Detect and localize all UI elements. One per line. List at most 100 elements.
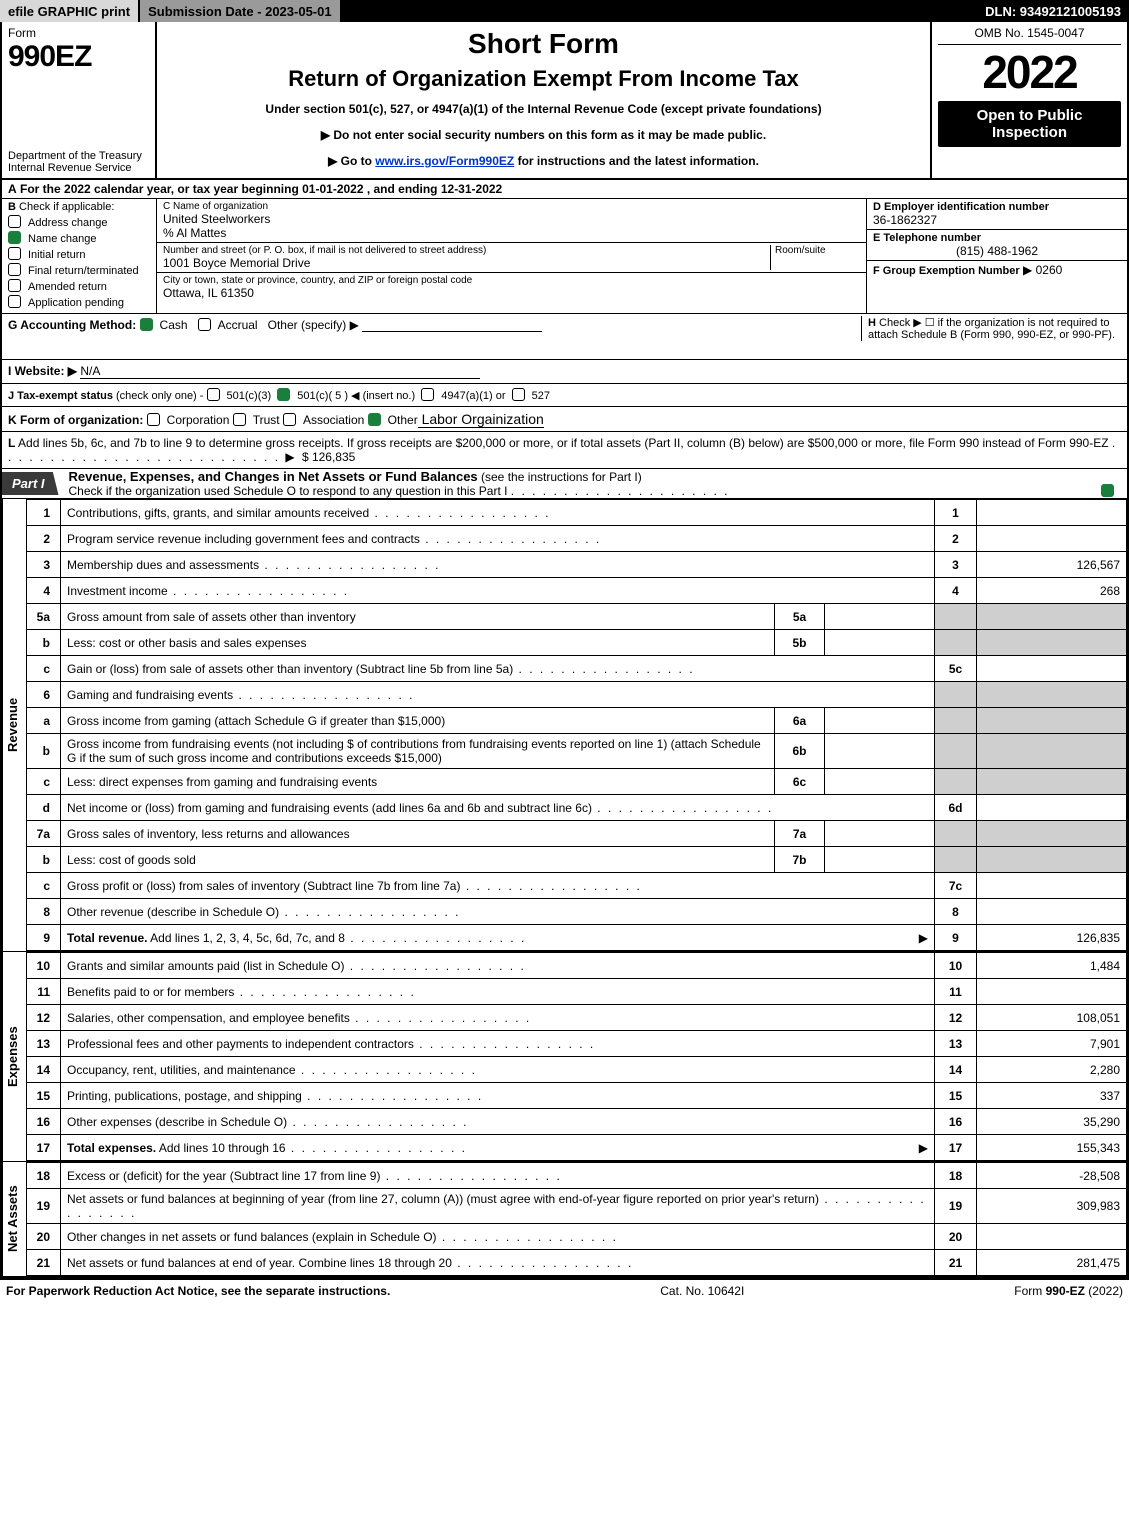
subline-value [825, 604, 935, 630]
line-value-shaded [977, 769, 1127, 795]
line-description: Excess or (deficit) for the year (Subtra… [61, 1163, 935, 1189]
subline-value [825, 769, 935, 795]
line-num: 4 [935, 578, 977, 604]
section-b-checkbox[interactable] [8, 265, 24, 277]
cash-label: Cash [160, 318, 188, 332]
line-description: Net assets or fund balances at end of ye… [61, 1250, 935, 1276]
line-number: 15 [27, 1083, 61, 1109]
section-b-checkbox[interactable] [8, 233, 24, 245]
subline-label: 6a [775, 708, 825, 734]
other-specify-label: Other (specify) ▶ [268, 318, 359, 332]
line-number: 16 [27, 1109, 61, 1135]
line-value [977, 526, 1127, 552]
4947-checkbox[interactable] [421, 390, 437, 402]
line-row: cGross profit or (loss) from sales of in… [27, 873, 1127, 899]
line-number: 8 [27, 899, 61, 925]
section-a: A For the 2022 calendar year, or tax yea… [2, 180, 1127, 199]
part1-schedule-o-checkbox[interactable] [1101, 484, 1117, 498]
line-num: 7c [935, 873, 977, 899]
line-row: 1Contributions, gifts, grants, and simil… [27, 500, 1127, 526]
line-num: 3 [935, 552, 977, 578]
line-value: -28,508 [977, 1163, 1127, 1189]
line-number: 13 [27, 1031, 61, 1057]
line-number: 19 [27, 1189, 61, 1224]
expenses-side-label: Expenses [2, 952, 26, 1161]
501c3-checkbox[interactable] [207, 390, 223, 402]
form-of-org-option: Association [303, 413, 364, 427]
form-of-org-checkbox[interactable] [147, 413, 163, 427]
open-to-public: Open to Public Inspection [938, 101, 1121, 147]
line-value: 126,835 [977, 925, 1127, 951]
line-row: 7aGross sales of inventory, less returns… [27, 821, 1127, 847]
expenses-table: 10Grants and similar amounts paid (list … [26, 952, 1127, 1161]
line-num-shaded [935, 734, 977, 769]
phone-label: E Telephone number [873, 232, 1121, 244]
line-number: 9 [27, 925, 61, 951]
section-a-text: For the 2022 calendar year, or tax year … [20, 182, 502, 196]
subline-value [825, 847, 935, 873]
website-label: I Website: ▶ [8, 364, 77, 378]
section-b-checkbox[interactable] [8, 281, 24, 293]
accrual-checkbox[interactable] [198, 318, 214, 332]
line-value: 268 [977, 578, 1127, 604]
subline-label: 6c [775, 769, 825, 795]
line-value [977, 656, 1127, 682]
line-number: 7a [27, 821, 61, 847]
line-number: b [27, 734, 61, 769]
phone-value: (815) 488-1962 [873, 244, 1121, 258]
line-row: aGross income from gaming (attach Schedu… [27, 708, 1127, 734]
goto-line: Go to www.irs.gov/Form990EZ for instruct… [167, 154, 920, 168]
section-b-checkbox[interactable] [8, 249, 24, 261]
line-number: 14 [27, 1057, 61, 1083]
part1-sub: Check if the organization used Schedule … [69, 484, 508, 498]
line-num: 16 [935, 1109, 977, 1135]
irs-link[interactable]: www.irs.gov/Form990EZ [375, 154, 514, 168]
line-description: Membership dues and assessments . . . . … [61, 552, 935, 578]
line-num-shaded [935, 708, 977, 734]
subline-value [825, 734, 935, 769]
line-number: 12 [27, 1005, 61, 1031]
form-of-org-checkbox[interactable] [233, 413, 249, 427]
501c-checkbox[interactable] [277, 390, 293, 402]
accounting-method-label: G Accounting Method: [8, 318, 136, 332]
accrual-label: Accrual [218, 318, 258, 332]
line-row: 14Occupancy, rent, utilities, and mainte… [27, 1057, 1127, 1083]
line-row: bLess: cost or other basis and sales exp… [27, 630, 1127, 656]
form-of-org-checkbox[interactable] [283, 413, 299, 427]
subline-label: 5a [775, 604, 825, 630]
line-number: d [27, 795, 61, 821]
line-description: Other expenses (describe in Schedule O) … [61, 1109, 935, 1135]
form-of-org-checkbox[interactable] [368, 413, 384, 427]
line-value-shaded [977, 734, 1127, 769]
group-exemption-label: F Group Exemption Number [873, 265, 1020, 277]
section-b-checkbox[interactable] [8, 297, 24, 309]
line-description: Gross income from fundraising events (no… [61, 734, 775, 769]
topbar-spacer [342, 0, 978, 22]
line-description: Other revenue (describe in Schedule O) .… [61, 899, 935, 925]
ssn-warning: Do not enter social security numbers on … [167, 128, 920, 142]
line-value: 337 [977, 1083, 1127, 1109]
other-specify-input[interactable] [362, 318, 542, 332]
city-state-zip: Ottawa, IL 61350 [163, 286, 860, 300]
line-row: 2Program service revenue including gover… [27, 526, 1127, 552]
line-value: 108,051 [977, 1005, 1127, 1031]
line-row: cGain or (loss) from sale of assets othe… [27, 656, 1127, 682]
header-right: OMB No. 1545-0047 2022 Open to Public In… [932, 22, 1127, 178]
line-description: Contributions, gifts, grants, and simila… [61, 500, 935, 526]
section-b-item-label: Final return/terminated [28, 265, 139, 277]
line-num-shaded [935, 630, 977, 656]
line-description: Gross profit or (loss) from sales of inv… [61, 873, 935, 899]
line-num: 13 [935, 1031, 977, 1057]
line-num: 14 [935, 1057, 977, 1083]
line-value-shaded [977, 604, 1127, 630]
room-suite-label: Room/suite [770, 245, 860, 270]
section-b-checkbox[interactable] [8, 217, 24, 229]
section-b-item: Application pending [8, 295, 150, 309]
line-number: 5a [27, 604, 61, 630]
part1-header: Part I Revenue, Expenses, and Changes in… [2, 469, 1127, 499]
cash-checkbox[interactable] [140, 318, 156, 332]
527-checkbox[interactable] [512, 390, 528, 402]
form-container: Form 990EZ Department of the Treasury In… [0, 22, 1129, 1280]
line-number: 1 [27, 500, 61, 526]
line-number: c [27, 656, 61, 682]
